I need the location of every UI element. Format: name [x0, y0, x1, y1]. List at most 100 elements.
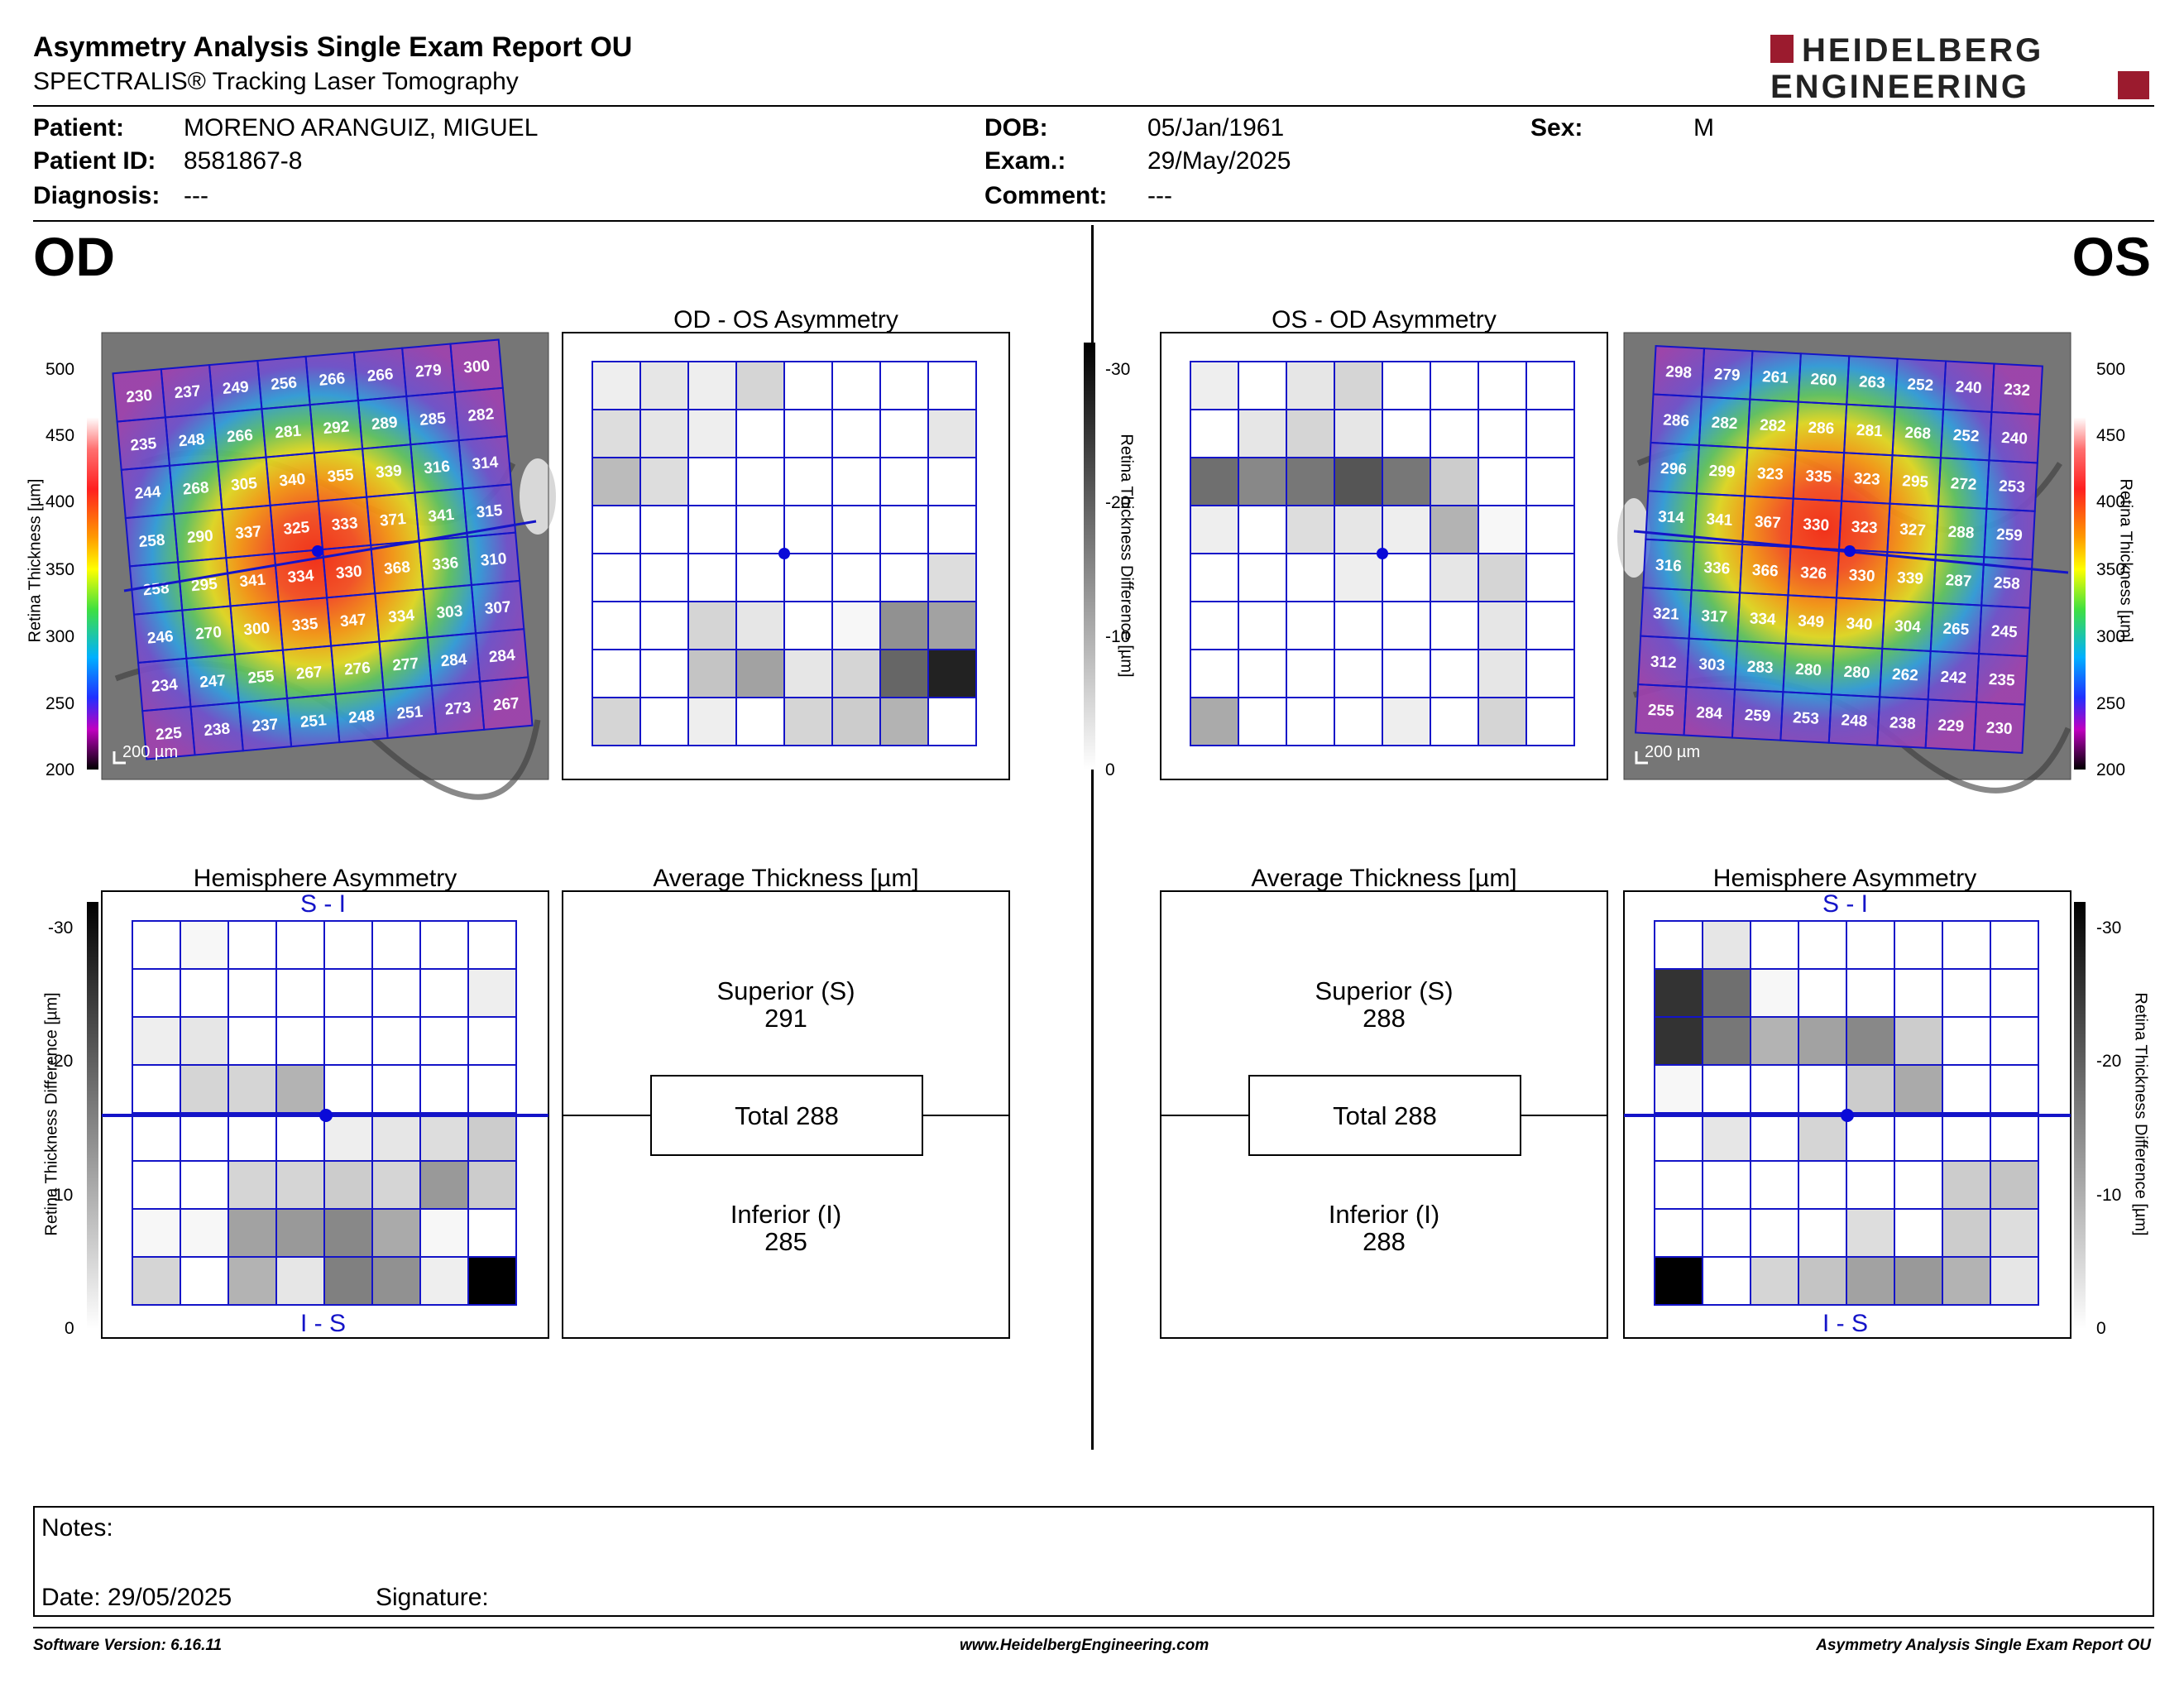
od-thickness-value: 281 [275, 422, 303, 442]
os-thickness-value: 286 [1808, 420, 1835, 439]
os-od-asym-cell [1334, 553, 1383, 602]
od-hemi-cell [323, 1256, 373, 1306]
asymmetry-colorbar [1084, 343, 1095, 770]
od-hemi-cell [467, 1112, 517, 1162]
os-od-asym-cell [1382, 697, 1431, 746]
od-thickness-value: 314 [472, 453, 500, 473]
od-thickness-value: 284 [440, 651, 468, 671]
os-thickness-value: 279 [1713, 366, 1741, 385]
od-thickness-value: 330 [335, 563, 362, 583]
software-version: Software Version: 6.16.11 [33, 1637, 223, 1654]
os-scale-bar-label: 200 µm [1645, 743, 1701, 761]
os-thickness-value: 282 [1760, 417, 1787, 436]
os-od-asym-cell [1525, 601, 1575, 650]
os-hemi-cell [1990, 920, 2039, 970]
os-thickness-value: 255 [1647, 702, 1674, 721]
os-od-asym-cell [1525, 505, 1575, 554]
os-hemi-cell [1894, 1160, 1943, 1210]
asym-axis-label: Retina Thickness Difference [µm] [1117, 434, 1136, 678]
od-hemi-cell [419, 1256, 469, 1306]
os-thickness-value: 252 [1952, 427, 1980, 446]
od-thickness-value: 341 [239, 571, 267, 591]
od-os-asym-cell [783, 649, 833, 698]
os-od-asym-cell [1430, 409, 1479, 458]
os-hemi-cell [1798, 1064, 1847, 1114]
footer-url[interactable]: www.HeidelbergEngineering.com [960, 1637, 1209, 1654]
os-inferior-value: 288 [1363, 1227, 1406, 1256]
os-od-asym-cell [1286, 505, 1335, 554]
od-thickness-value: 292 [323, 418, 350, 438]
os-hemi-cell [1846, 1016, 1895, 1066]
os-od-asym-cell [1238, 409, 1287, 458]
center-divider [1091, 225, 1094, 1450]
os-hemi-cell [1702, 968, 1751, 1018]
os-od-asym-cell [1334, 601, 1383, 650]
od-thickness-value: 237 [174, 382, 201, 402]
patient-label: Patient: [33, 114, 125, 141]
os-hemi-cell [1942, 1208, 1991, 1258]
od-hemi-cell [228, 1160, 277, 1210]
os-od-asym-cell [1382, 409, 1431, 458]
od-hemi-cell [228, 1064, 277, 1114]
os-od-asym-cell [1238, 601, 1287, 650]
os-hemi-cell [1798, 1160, 1847, 1210]
os-tick-300: 300 [2096, 627, 2126, 646]
os-hemi-cell [1846, 968, 1895, 1018]
os-od-asym-cell [1190, 505, 1239, 554]
od-hemi-cell [467, 1064, 517, 1114]
od-thickness-value: 256 [270, 374, 297, 394]
od-hemi-cell [467, 1016, 517, 1066]
os-hemi-cell [1654, 968, 1703, 1018]
os-hemi-cell [1846, 1160, 1895, 1210]
os-tick-350: 350 [2096, 560, 2126, 579]
od-os-asym-cell [735, 601, 785, 650]
os-hemi-cell [1990, 1256, 2039, 1306]
dob-value: 05/Jan/1961 [1147, 114, 1285, 141]
os-thickness-value: 253 [1793, 709, 1820, 728]
od-os-asym-cell [639, 409, 689, 458]
od-os-asym-cell [927, 505, 977, 554]
od-hemi-cell [323, 1064, 373, 1114]
os-thickness-value: 283 [1746, 659, 1774, 678]
os-hemi-cell [1846, 1256, 1895, 1306]
od-hemi-cell [132, 1208, 181, 1258]
os-thickness-value: 336 [1703, 559, 1731, 578]
os-thickness-value: 366 [1751, 562, 1779, 581]
comment-value: --- [1147, 182, 1172, 209]
footer-report-name: Asymmetry Analysis Single Exam Report OU [1816, 1637, 2151, 1654]
os-thickness-value: 298 [1665, 363, 1693, 382]
od-thickness-value: 270 [194, 624, 222, 644]
od-hemi-cell [180, 1112, 229, 1162]
os-hemi-cell [1702, 1064, 1751, 1114]
od-os-asym-cell [831, 409, 881, 458]
od-hemi-tick-10: -10 [48, 1186, 74, 1205]
od-hemi-cell [467, 968, 517, 1018]
od-hemi-cell [419, 1112, 469, 1162]
od-os-asym-cell [639, 649, 689, 698]
od-thickness-value: 258 [138, 531, 165, 551]
od-os-asym-cell [735, 553, 785, 602]
od-tick-200: 200 [46, 760, 75, 779]
patient-id: 8581867-8 [184, 147, 303, 175]
os-thickness-value: 340 [1846, 615, 1873, 634]
od-os-asym-cell [592, 601, 641, 650]
od-thickness-value: 371 [379, 511, 407, 530]
od-os-asymmetry-title: OD - OS Asymmetry [673, 306, 898, 333]
os-od-asym-cell [1286, 457, 1335, 506]
sex-label: Sex: [1530, 114, 1583, 141]
os-superior-label: Superior (S) [1315, 976, 1454, 1005]
od-hemi-cell [132, 1064, 181, 1114]
os-hemi-cell [1894, 968, 1943, 1018]
od-os-asym-cell [687, 505, 737, 554]
os-od-asym-cell [1190, 649, 1239, 698]
od-eye-label: OD [33, 226, 115, 287]
os-thickness-value: 349 [1798, 612, 1825, 631]
od-tick-250: 250 [46, 694, 75, 713]
os-thickness-value: 312 [1650, 654, 1677, 673]
os-tick-250: 250 [2096, 694, 2126, 713]
od-os-asym-cell [592, 505, 641, 554]
od-thickness-axis-label: Retina Thickness [µm] [26, 478, 45, 643]
os-hemi-cell [1702, 1256, 1751, 1306]
asym-tick-30: -30 [1105, 360, 1131, 379]
